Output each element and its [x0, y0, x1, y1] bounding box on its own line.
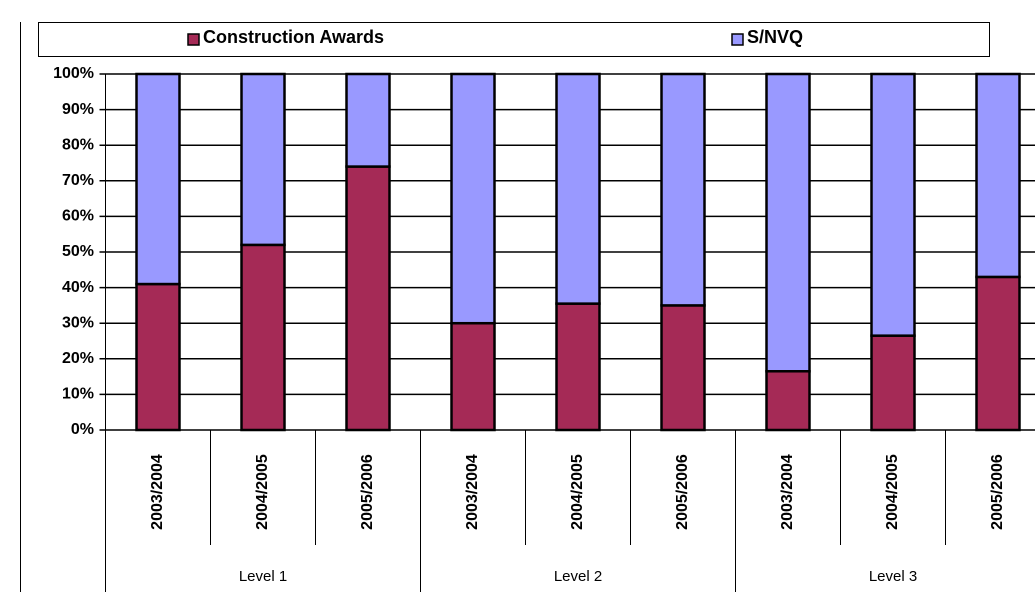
x-tick-label: 2004/2005 [884, 454, 901, 530]
legend-swatch [187, 33, 200, 46]
y-tick-label: 100% [53, 65, 94, 82]
bar-segment [240, 72, 286, 247]
legend-box [38, 22, 990, 57]
bar-segment [345, 72, 391, 168]
bar-segment [450, 321, 496, 432]
bar-segment [555, 302, 601, 432]
x-tick-label: 2003/2004 [779, 454, 796, 530]
y-tick-label: 90% [62, 101, 94, 118]
legend-swatch [731, 33, 744, 46]
bar-segment [870, 334, 916, 432]
bar-segment [660, 304, 706, 432]
bar-segment [345, 165, 391, 432]
bar-segment [975, 72, 1021, 279]
legend-label: S/NVQ [747, 27, 803, 47]
bar-segment [135, 282, 181, 432]
y-tick-label: 10% [62, 386, 94, 403]
x-tick-label: 2003/2004 [464, 454, 481, 530]
bar-segment [765, 72, 811, 373]
y-tick-label: 20% [62, 350, 94, 367]
y-tick-label: 30% [62, 314, 94, 331]
bar-segment [555, 72, 601, 305]
bar-segment [135, 72, 181, 286]
bar-segment [870, 72, 916, 337]
group-label: Level 1 [239, 568, 287, 585]
x-tick-label: 2005/2006 [674, 454, 691, 530]
y-tick-label: 70% [62, 172, 94, 189]
legend-label: Construction Awards [203, 27, 384, 47]
bar-segment [660, 72, 706, 307]
bar-segment [240, 243, 286, 432]
y-tick-label: 60% [62, 208, 94, 225]
bar-segment [975, 275, 1021, 432]
y-tick-label: 40% [62, 279, 94, 296]
x-tick-label: 2004/2005 [569, 454, 586, 530]
x-tick-label: 2005/2006 [359, 454, 376, 530]
y-tick-label: 80% [62, 136, 94, 153]
group-label: Level 2 [554, 568, 602, 585]
x-tick-label: 2004/2005 [254, 454, 271, 530]
bar-segment [765, 370, 811, 432]
group-label: Level 3 [869, 568, 917, 585]
bar-segment [450, 72, 496, 325]
x-tick-label: 2005/2006 [989, 454, 1006, 530]
y-tick-label: 0% [71, 421, 94, 438]
x-tick-label: 2003/2004 [149, 454, 166, 530]
y-tick-label: 50% [62, 243, 94, 260]
